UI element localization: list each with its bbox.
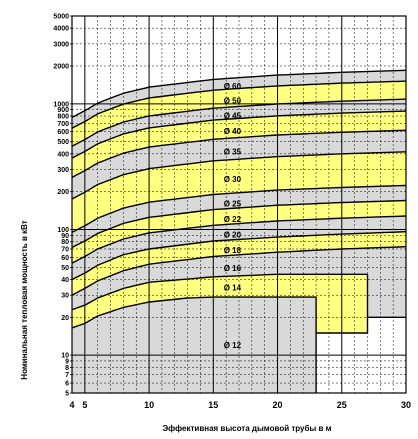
band-upper-line-45 [71, 98, 407, 147]
band-labels: Ø 12 Ø 14 Ø 16 Ø 18 Ø 20 Ø 22 Ø 25 Ø 30 Ø 35 Ø 40… [224, 82, 242, 350]
band-upper-line-16 [71, 246, 407, 296]
y-tick-label-5: 5 [65, 391, 69, 398]
y-tick-label-3000: 3000 [53, 41, 69, 48]
band-label-16: Ø 16 [224, 264, 242, 273]
band-area-20 [72, 216, 406, 280]
band-upper-line-50 [71, 80, 407, 129]
band-edge-14 [316, 274, 369, 334]
band-label-18: Ø 18 [224, 246, 242, 255]
band-label-40: Ø 40 [224, 127, 242, 136]
band-label-22: Ø 22 [224, 215, 242, 224]
y-tick-label-700: 700 [57, 121, 69, 128]
band-upper-line-40 [71, 110, 407, 159]
band-label-35: Ø 35 [224, 147, 242, 156]
band-upper-line-18 [71, 231, 407, 281]
y-tick-label-4000: 4000 [53, 26, 69, 33]
x-tick-label-25: 25 [337, 400, 347, 410]
y-tick-label-70: 70 [61, 246, 69, 253]
band-label-30: Ø 30 [224, 175, 242, 184]
band-area-35 [72, 130, 406, 199]
y-tick-label-8: 8 [65, 365, 69, 372]
band-label-45: Ø 45 [224, 112, 242, 121]
y-tick-label-90: 90 [61, 233, 69, 240]
x-tick-label-5: 5 [82, 400, 87, 410]
band-area-22 [72, 200, 406, 264]
band-upper-line-25 [71, 184, 407, 233]
y-tick-label-500: 500 [57, 139, 69, 146]
band-upper-line-60 [71, 69, 407, 119]
band-upper-line-14 [71, 273, 368, 311]
x-tick-label-15: 15 [208, 400, 218, 410]
band-label-20: Ø 20 [224, 231, 242, 240]
x-tick-label-4: 4 [69, 400, 74, 410]
y-tick-label-50: 50 [61, 265, 69, 272]
band-label-12: Ø 12 [224, 341, 242, 350]
y-tick-label-60: 60 [61, 255, 69, 262]
y-tick-label-300: 300 [57, 167, 69, 174]
band-label-25: Ø 25 [224, 199, 242, 208]
band-boundaries [71, 69, 407, 393]
band-upper-line-30 [71, 151, 407, 200]
plot-frame [71, 15, 407, 394]
band-area-18 [72, 231, 406, 296]
y-tick-label-5000: 5000 [53, 14, 69, 21]
y-axis-title: Номинальная тепловая мощность в кВт [20, 220, 29, 379]
y-tick-label-7: 7 [65, 372, 69, 379]
x-tick-label-20: 20 [273, 400, 283, 410]
y-tick-label-900: 900 [57, 107, 69, 114]
y-tick-label-40: 40 [61, 277, 69, 284]
band-upper-line-20 [71, 215, 407, 264]
band-label-50: Ø 50 [224, 97, 242, 106]
x-axis-ticks: 4 5 10 15 20 25 30 [69, 400, 411, 410]
y-tick-label-20: 20 [61, 315, 69, 322]
y-tick-label-600: 600 [57, 129, 69, 136]
y-tick-label-2000: 2000 [53, 64, 69, 71]
band-upper-line-35 [71, 129, 407, 179]
y-tick-label-9: 9 [65, 358, 69, 365]
y-tick-label-800: 800 [57, 114, 69, 121]
band-area-14 [72, 274, 368, 333]
y-tick-label-100: 100 [57, 227, 69, 234]
y-tick-label-6: 6 [65, 381, 69, 388]
y-tick-label-400: 400 [57, 151, 69, 158]
band-label-60: Ø 60 [224, 82, 242, 91]
band-label-14: Ø 14 [224, 284, 242, 293]
x-axis-title: Эффективная высота дымовой трубы в м [162, 424, 331, 433]
x-tick-label-30: 30 [401, 400, 411, 410]
x-tick-label-10: 10 [144, 400, 154, 410]
band-upper-line-22 [71, 199, 407, 249]
y-tick-label-30: 30 [61, 293, 69, 300]
band-area-25 [72, 185, 406, 248]
band-area-16 [72, 246, 406, 318]
y-tick-label-1000: 1000 [53, 101, 69, 108]
y-tick-label-80: 80 [61, 239, 69, 246]
band-area-12 [72, 297, 317, 393]
band-upper-line-12 [71, 296, 317, 329]
y-tick-label-10: 10 [61, 353, 69, 360]
y-tick-label-200: 200 [57, 189, 69, 196]
